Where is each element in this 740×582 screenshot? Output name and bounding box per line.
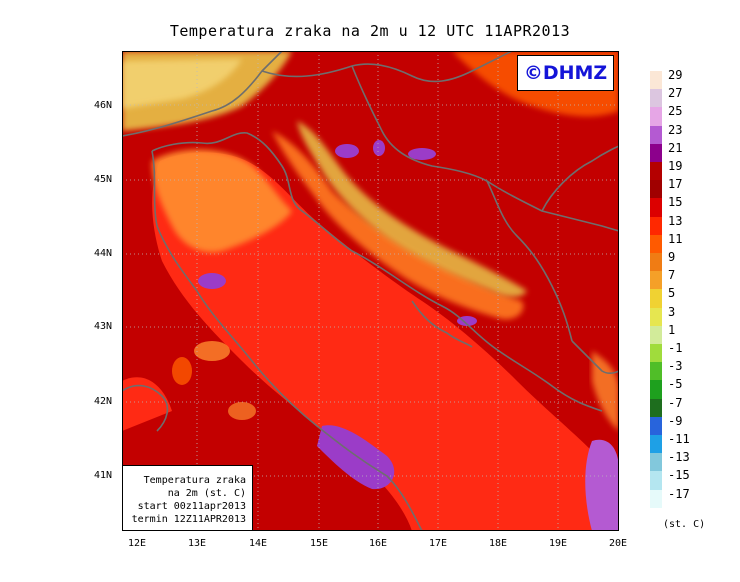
legend-label: 19 [668, 159, 683, 173]
legend-swatch [650, 125, 662, 144]
legend-label: -3 [668, 359, 683, 374]
map-frame [122, 51, 619, 531]
italy-warm-3 [172, 357, 192, 385]
dhmz-logo: ©DHMZ [517, 55, 614, 91]
legend-swatch [650, 307, 662, 326]
albania-warm [592, 351, 619, 431]
info-line-4: termin 12Z11APR2013 [131, 514, 246, 525]
legend-label: 11 [668, 231, 683, 246]
info-line-2: na 2m (st. C) [167, 488, 246, 499]
legend-swatch [650, 71, 662, 90]
italy-warm-1 [194, 341, 230, 361]
legend-label: -13 [668, 450, 690, 465]
lat-label: 45N [94, 174, 113, 185]
istria-warm [152, 149, 292, 253]
legend-swatch [650, 325, 662, 344]
legend-swatch [650, 398, 662, 417]
legend-label: 13 [668, 213, 683, 228]
legend-swatch [650, 453, 662, 472]
legend-swatch [650, 107, 662, 126]
legend-label: 29 [668, 68, 683, 82]
lon-label: 18E [488, 538, 508, 549]
lon-label: 12E [127, 538, 147, 549]
legend-swatch [650, 198, 662, 217]
legend-swatch [650, 271, 662, 290]
lon-label: 15E [309, 538, 329, 549]
legend-label: 5 [668, 286, 676, 301]
legend-swatch [650, 489, 662, 508]
legend-label: -7 [668, 395, 683, 410]
legend-swatch [650, 216, 662, 235]
info-box: Temperatura zraka na 2m (st. C) start 00… [122, 465, 253, 531]
legend-label: 17 [668, 177, 683, 192]
lat-label: 46N [94, 100, 113, 111]
legend-label: -9 [668, 413, 683, 428]
legend-label: -1 [668, 341, 683, 355]
lon-label: 13E [187, 538, 207, 549]
lat-label: 44N [94, 248, 113, 259]
italy-warm-2 [228, 402, 256, 420]
legend-unit: (st. C) [663, 519, 706, 530]
alps-inner [122, 59, 242, 109]
lon-label: 16E [368, 538, 388, 549]
legend-label: 21 [668, 140, 683, 155]
dinaric-ridge [297, 121, 527, 297]
legend-label: -5 [668, 377, 683, 392]
legend-swatch [650, 344, 662, 363]
lon-label: 20E [608, 538, 628, 549]
legend-label: -17 [668, 486, 690, 501]
legend-label: 25 [668, 104, 683, 119]
hot-spot-5 [457, 316, 477, 326]
info-line-3: start 00z11apr2013 [137, 501, 246, 512]
legend-swatch [650, 416, 662, 435]
coastlines [122, 51, 619, 531]
legend-swatch [650, 380, 662, 399]
legend-label: 9 [668, 250, 676, 264]
legend-label: 15 [668, 195, 683, 210]
legend-swatch [650, 362, 662, 381]
legend-swatch [650, 180, 662, 199]
dalmatia-warm [272, 131, 524, 320]
legend-label: 1 [668, 322, 676, 337]
hot-spot-4 [198, 273, 226, 289]
lat-label: 43N [94, 321, 113, 332]
legend-label: -15 [668, 468, 690, 483]
tyrrhenian-sea [122, 377, 172, 431]
hot-spot-2 [408, 148, 436, 160]
legend-label: 23 [668, 122, 683, 137]
legend-label: -11 [668, 432, 690, 446]
lat-label: 42N [94, 396, 113, 407]
map-title: Temperatura zraka na 2m u 12 UTC 11APR20… [169, 22, 571, 40]
lon-label: 14E [248, 538, 268, 549]
temperature-map [122, 51, 619, 531]
hot-spot-1 [335, 144, 359, 158]
legend-swatch [650, 471, 662, 490]
info-line-1: Temperatura zraka [143, 475, 246, 486]
legend-swatch [650, 289, 662, 308]
legend-swatch [650, 253, 662, 272]
adriatic-sea [152, 152, 592, 531]
lat-label: 41N [94, 470, 113, 481]
hot-spot-southeast [585, 439, 619, 531]
legend-swatch [650, 89, 662, 108]
legend-label: 7 [668, 268, 676, 283]
legend-swatch [650, 435, 662, 454]
lon-label: 19E [548, 538, 568, 549]
legend-swatch [650, 143, 662, 162]
hot-spot-3 [373, 140, 385, 156]
legend-swatch [650, 162, 662, 181]
legend-label: 27 [668, 86, 683, 101]
legend-label: 3 [668, 304, 676, 319]
legend-swatch [650, 234, 662, 253]
lon-label: 17E [428, 538, 448, 549]
